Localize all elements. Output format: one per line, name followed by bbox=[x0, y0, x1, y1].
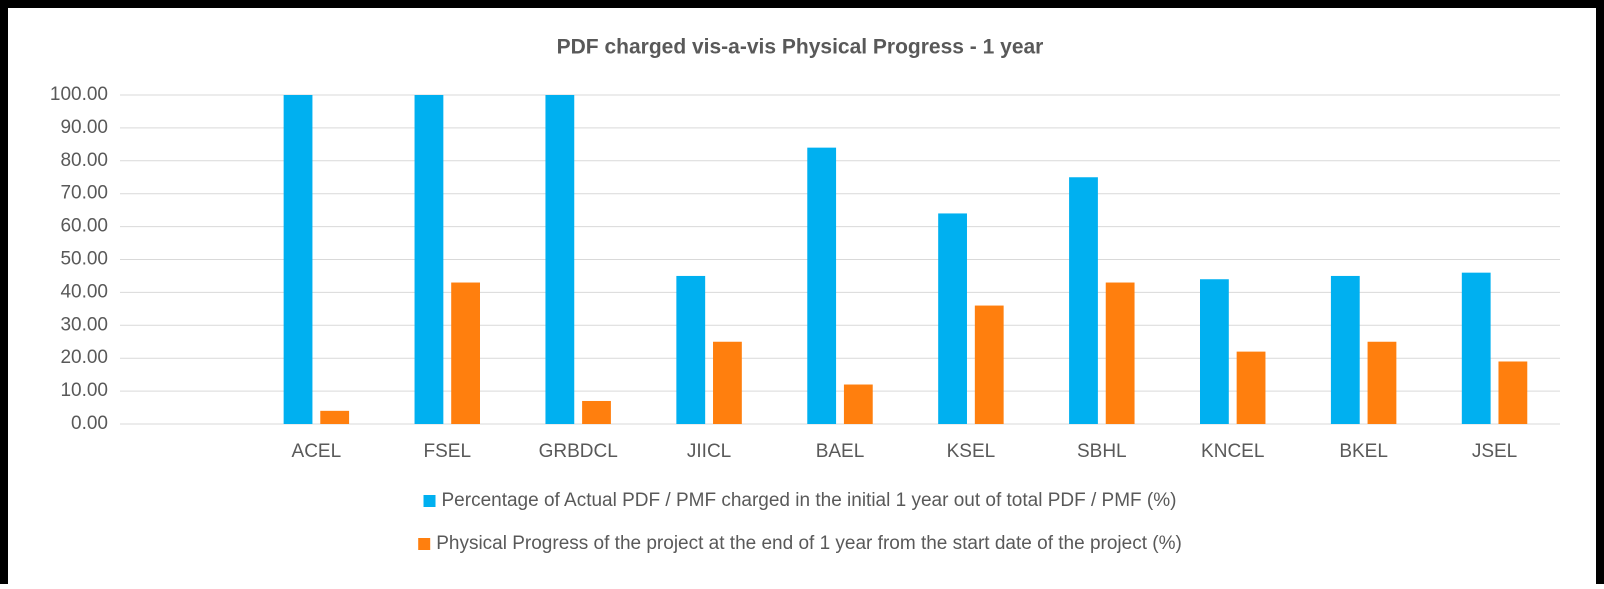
bar bbox=[843, 384, 873, 424]
x-tick-label: ACEL bbox=[292, 441, 342, 462]
bar bbox=[1330, 275, 1360, 424]
bar bbox=[320, 410, 350, 424]
x-tick-label: BKEL bbox=[1339, 441, 1388, 462]
y-tick-label: 0.00 bbox=[71, 413, 108, 434]
x-tick-label: GRBDCL bbox=[539, 441, 618, 462]
x-tick-label: KSEL bbox=[947, 441, 996, 462]
y-tick-label: 80.00 bbox=[60, 150, 108, 171]
bar bbox=[938, 213, 967, 424]
bar bbox=[1498, 361, 1528, 424]
legend-swatch bbox=[418, 538, 431, 550]
bar bbox=[545, 95, 575, 424]
y-tick-label: 30.00 bbox=[60, 314, 108, 335]
bar bbox=[807, 147, 837, 424]
bar bbox=[283, 95, 313, 424]
x-tick-label: JSEL bbox=[1472, 441, 1517, 462]
y-tick-label: 70.00 bbox=[60, 183, 108, 204]
bar bbox=[1236, 351, 1266, 424]
bar bbox=[713, 341, 742, 424]
x-tick-label: JIICL bbox=[687, 441, 731, 462]
y-tick-label: 10.00 bbox=[60, 380, 108, 401]
bar bbox=[1461, 272, 1491, 424]
bar bbox=[1069, 177, 1098, 424]
y-tick-label: 20.00 bbox=[60, 347, 108, 368]
y-tick-label: 60.00 bbox=[60, 216, 108, 237]
bar bbox=[1105, 282, 1135, 424]
bar bbox=[1200, 279, 1229, 424]
x-tick-label: SBHL bbox=[1077, 441, 1127, 462]
bar bbox=[676, 275, 706, 424]
legend-swatch bbox=[423, 495, 436, 507]
y-tick-label: 50.00 bbox=[60, 249, 108, 270]
bar bbox=[582, 400, 611, 424]
bar bbox=[1367, 341, 1397, 424]
x-tick-label: KNCEL bbox=[1201, 441, 1264, 462]
bar bbox=[451, 282, 480, 424]
x-tick-label: FSEL bbox=[424, 441, 472, 462]
bar bbox=[414, 95, 444, 424]
y-tick-label: 40.00 bbox=[60, 281, 108, 302]
legend-label: Physical Progress of the project at the … bbox=[436, 533, 1182, 554]
y-tick-label: 100.00 bbox=[50, 84, 108, 105]
legend-label: Percentage of Actual PDF / PMF charged i… bbox=[442, 490, 1177, 511]
bar bbox=[974, 305, 1004, 424]
y-tick-label: 90.00 bbox=[60, 117, 108, 138]
chart-title: PDF charged vis-a-vis Physical Progress … bbox=[557, 36, 1044, 59]
x-tick-label: BAEL bbox=[816, 441, 865, 462]
